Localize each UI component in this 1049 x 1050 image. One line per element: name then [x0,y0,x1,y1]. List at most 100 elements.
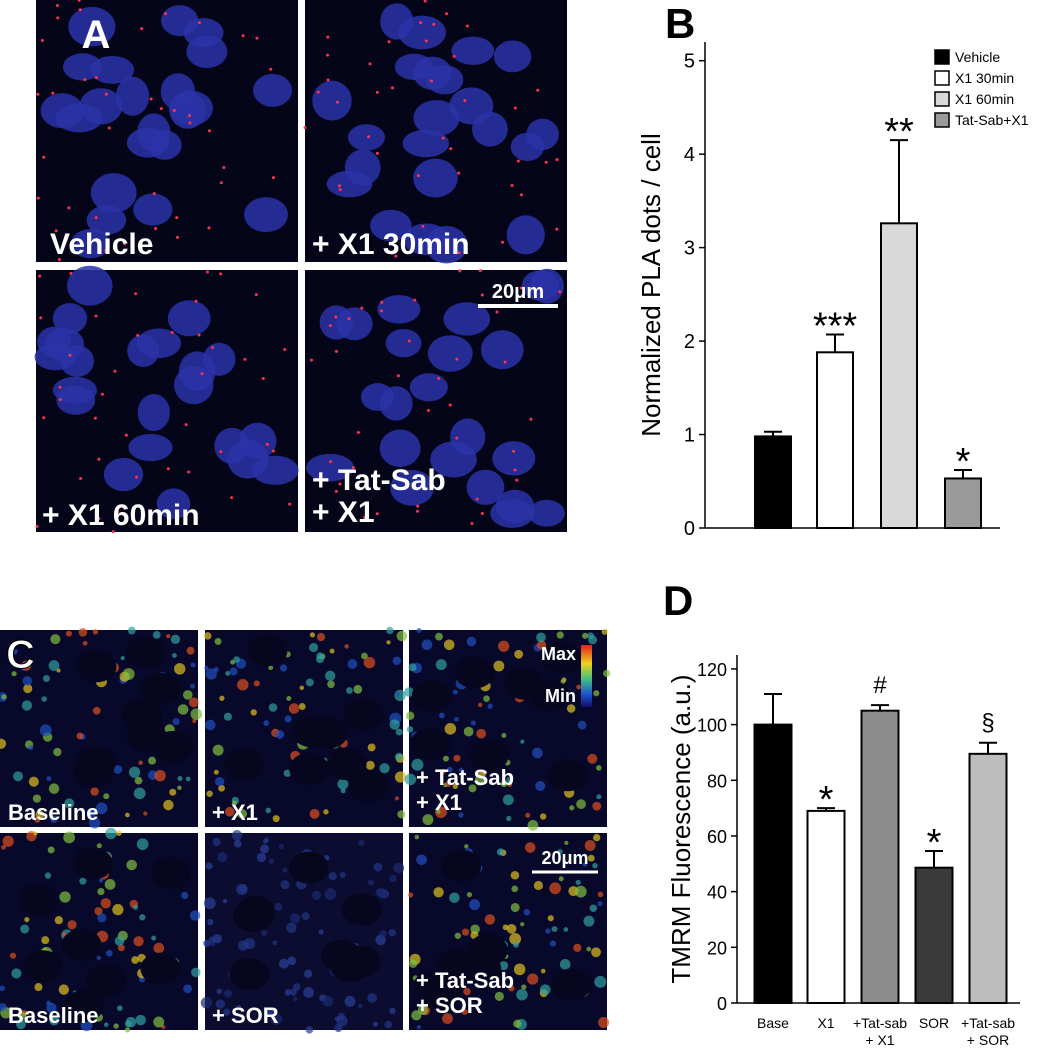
cell-nucleus [289,752,330,785]
mito-signal [357,1003,363,1009]
mito-signal [0,738,7,749]
pla-dot [367,135,371,139]
error-bar [764,430,782,437]
y-axis-label: Normalized PLA dots / cell [636,133,666,436]
pla-dot [368,62,372,66]
pla-dot [356,431,360,435]
cell-nucleus [530,268,564,304]
mito-signal [324,888,337,900]
pla-dot [94,314,98,318]
mito-signal [597,901,603,907]
mito-signal [466,636,477,647]
pla-dot [149,97,153,101]
mito-signal [483,695,490,702]
mito-signal [305,678,314,687]
cell-nucleus [394,53,434,81]
cell-nucleus [76,650,117,683]
mito-signal [171,653,177,658]
mito-signal [582,861,588,867]
mito-signal [533,880,544,891]
mito-signal [498,640,510,652]
mito-signal [560,679,566,685]
mito-signal [172,718,180,726]
mito-signal [128,766,141,778]
mito-signal [86,808,96,818]
mito-signal [551,926,558,933]
mito-signal [575,879,581,886]
cell-nucleus [326,748,367,781]
pla-dot [480,511,484,515]
mito-signal [404,773,417,786]
mito-signal [152,630,161,639]
mito-signal [48,783,60,794]
cell-nucleus [86,205,127,235]
mito-signal [367,743,376,752]
mito-signal [303,987,314,998]
mito-signal [205,719,216,731]
mito-signal [289,988,297,996]
mito-signal [309,808,320,819]
pla-dot [512,449,516,453]
pla-dot [211,346,215,350]
error-bar [979,741,997,754]
mito-signal [238,884,248,894]
image-label: + Tat-Sab + X1 [416,765,514,815]
pla-dot [58,385,62,389]
mito-signal [416,854,427,866]
cell-nucleus [68,6,116,47]
pla-dot [219,181,223,185]
mito-signal [98,878,104,883]
mito-signal [253,680,260,687]
mito-signal [586,946,592,952]
mito-signal [346,687,353,694]
mito-signal [200,997,213,1009]
mito-signal [223,712,232,721]
legend-label: X1 30min [955,70,1014,86]
mito-signal [190,708,203,720]
mito-signal [454,932,462,939]
image-label: Baseline [8,800,99,825]
mito-signal [394,752,403,761]
pla-dot [56,16,60,20]
pla-dot [188,121,192,125]
cell-nucleus [126,719,167,752]
pla-dot [184,423,188,427]
mito-signal [204,666,209,671]
cell-nucleus [18,884,59,917]
pla-dot [152,192,156,196]
pla-dot [470,521,474,525]
mito-signal [470,720,476,726]
mito-signal [190,662,196,668]
mito-signal [323,809,329,815]
cell-nucleus [125,636,166,669]
pla-dot [69,271,73,275]
mito-signal [293,996,298,1002]
y-tick-label: 2 [684,331,695,353]
mito-signal [225,670,231,676]
pla-dot [170,331,174,335]
mito-signal [284,715,292,723]
mito-signal [136,838,149,851]
pla-dot [122,242,126,246]
y-axis-label: TMRM Fluorescence (a.u.) [666,674,696,983]
mito-signal [138,760,143,765]
annotation: # [873,672,887,699]
mito-signal [596,794,602,800]
mito-signal [452,689,458,695]
mito-signal [103,1022,109,1027]
pla-dot [555,158,559,162]
panel-letter: D [663,577,693,624]
legend-swatch [934,70,950,86]
mito-signal [231,800,237,806]
mito-signal [373,862,383,872]
mito-signal [556,631,564,639]
mito-signal [21,660,32,671]
mito-signal [304,969,313,979]
pla-dot [360,306,364,310]
mito-signal [163,799,174,811]
pla-dot [495,310,499,314]
mito-signal [212,837,221,847]
cell-nucleus [103,457,144,492]
pla-dot [265,442,269,446]
